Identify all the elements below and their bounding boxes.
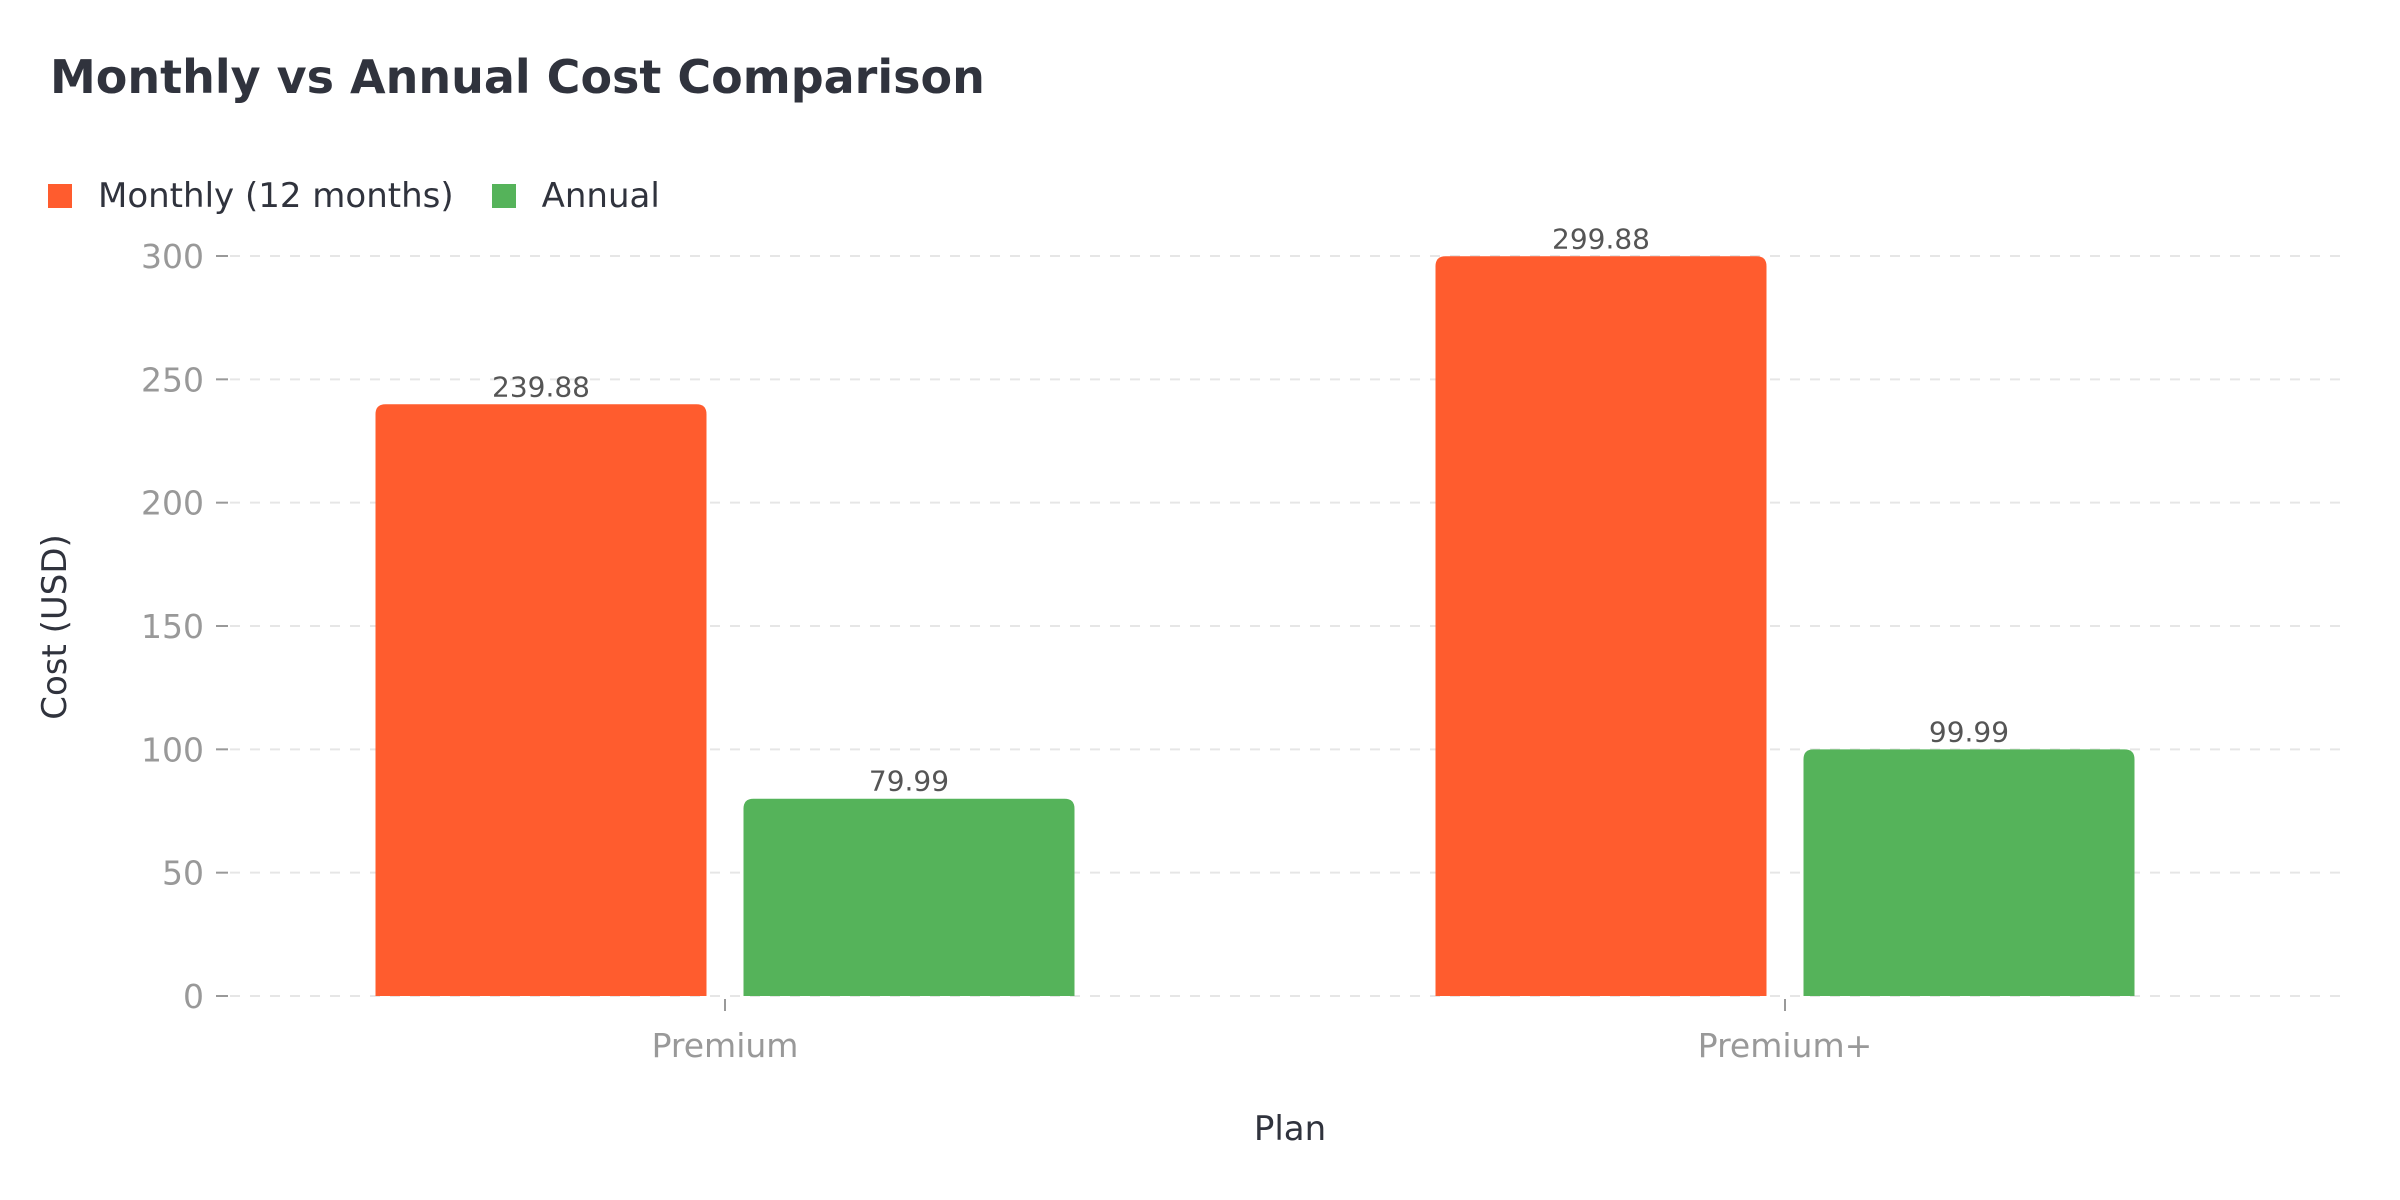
x-axis-title: Plan (1254, 1109, 1326, 1149)
x-tick-label: Premium+ (1698, 1026, 1873, 1065)
bar (1803, 749, 2135, 996)
y-tick-label: 300 (141, 237, 204, 276)
y-tick-label: 150 (141, 607, 204, 646)
legend-swatch-monthly (48, 184, 72, 208)
chart-title: Monthly vs Annual Cost Comparison (50, 50, 985, 104)
data-label: 79.99 (869, 765, 949, 798)
legend-swatch-annual (491, 184, 516, 208)
y-tick-label: 50 (162, 854, 204, 893)
legend: Monthly (12 months) Annual (48, 176, 698, 216)
data-label: 239.88 (492, 370, 590, 403)
x-tick-label: Premium (652, 1026, 799, 1065)
y-tick-label: 0 (183, 977, 204, 1016)
y-axis-title: Cost (USD) (35, 534, 75, 720)
data-label: 99.99 (1929, 715, 2009, 748)
legend-item-annual: Annual (491, 176, 660, 216)
data-label: 299.88 (1552, 222, 1650, 255)
legend-label-annual: Annual (541, 176, 660, 216)
bar (1435, 256, 1767, 996)
legend-item-monthly: Monthly (12 months) (48, 176, 454, 216)
bar (743, 798, 1075, 996)
y-tick-label: 250 (141, 360, 204, 399)
y-tick-label: 100 (141, 730, 204, 769)
y-tick-label: 200 (141, 484, 204, 523)
bar (375, 404, 707, 996)
legend-label-monthly: Monthly (12 months) (98, 176, 454, 216)
